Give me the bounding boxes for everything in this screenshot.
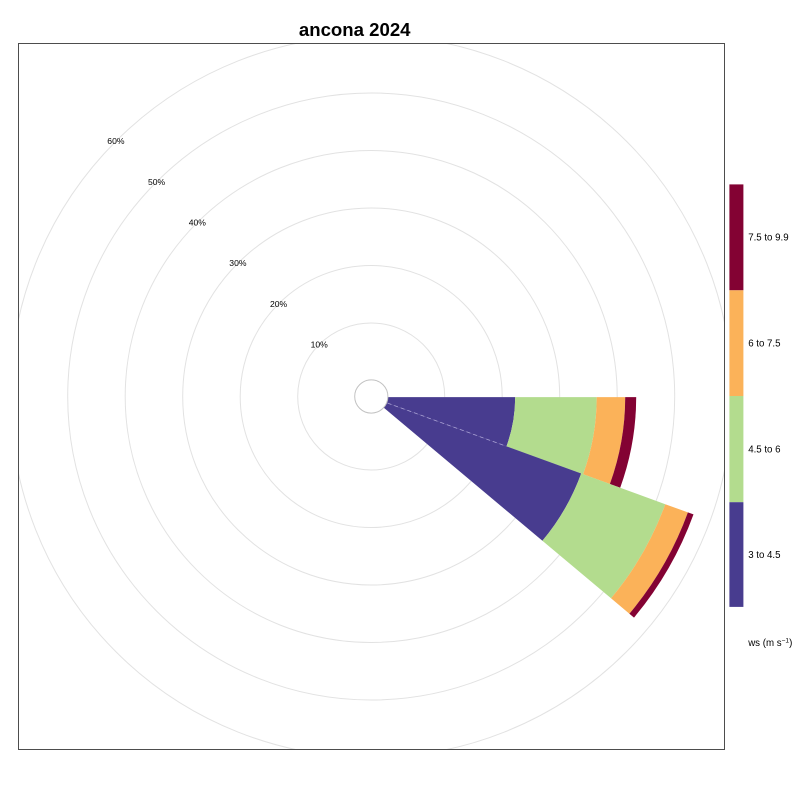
svg-text:ancona 2024: ancona 2024 — [299, 19, 411, 40]
svg-text:7.5 to 9.9: 7.5 to 9.9 — [748, 233, 788, 244]
svg-text:30%: 30% — [229, 258, 247, 268]
svg-text:60%: 60% — [107, 136, 125, 146]
svg-text:50%: 50% — [148, 177, 166, 187]
svg-text:6 to 7.5: 6 to 7.5 — [748, 339, 780, 350]
svg-text:ws (m s−1): ws (m s−1) — [747, 637, 792, 649]
svg-text:20%: 20% — [270, 299, 288, 309]
svg-text:10%: 10% — [311, 340, 329, 350]
svg-text:40%: 40% — [189, 218, 207, 228]
svg-text:3 to 4.5: 3 to 4.5 — [748, 550, 780, 561]
svg-text:4.5 to 6: 4.5 to 6 — [748, 444, 780, 455]
